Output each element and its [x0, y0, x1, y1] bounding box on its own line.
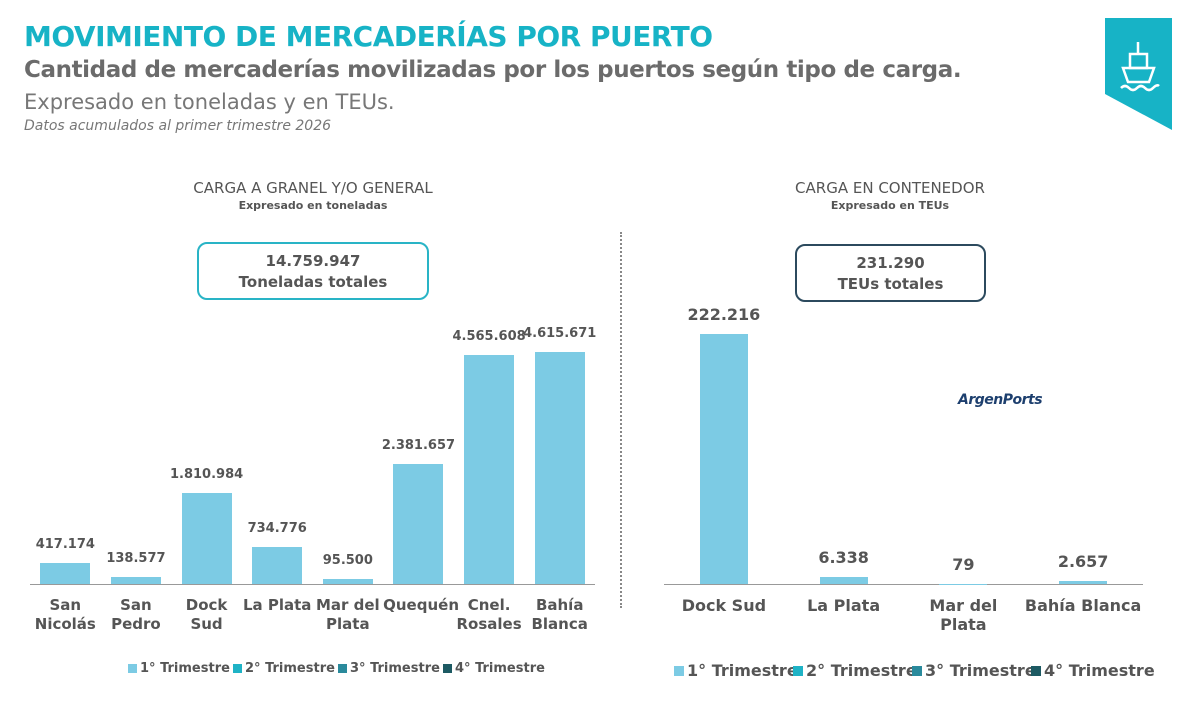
- value-label: 79: [952, 554, 975, 574]
- bar: [1059, 581, 1108, 584]
- value-label: 734.776: [247, 521, 307, 537]
- x-tick-label: Bahía Blanca: [531, 596, 588, 633]
- value-label: 222.216: [687, 305, 761, 324]
- description: Expresado en toneladas y en TEUs.: [24, 90, 395, 114]
- bar: [393, 464, 444, 584]
- bar: [322, 579, 373, 584]
- ship-icon: [1105, 18, 1172, 130]
- legend-item: 3° Trimestre: [912, 661, 1036, 680]
- legend-label: 4° Trimestre: [1044, 661, 1155, 680]
- x-axis: [664, 584, 1143, 585]
- x-tick-label: La Plata: [242, 596, 312, 614]
- bar: [464, 354, 515, 584]
- subtitle: Cantidad de mercaderías movilizadas por …: [24, 57, 962, 83]
- bar: [40, 563, 91, 584]
- value-label: 4.565.608: [452, 328, 526, 344]
- value-label: 138.577: [106, 551, 166, 567]
- chart-title: CARGA A GRANEL Y/O GENERAL: [193, 179, 433, 197]
- legend-label: 2° Trimestre: [806, 661, 917, 680]
- bar: [181, 492, 232, 584]
- x-tick-label: San Pedro: [111, 596, 161, 633]
- legend-label: 2° Trimestre: [245, 661, 335, 676]
- bar: [699, 334, 748, 584]
- x-tick-label: San Nicolás: [34, 596, 96, 633]
- legend-item: 4° Trimestre: [1031, 661, 1155, 680]
- title: MOVIMIENTO DE MERCADERÍAS POR PUERTO: [24, 20, 713, 53]
- x-tick-label: Dock Sud: [185, 596, 228, 633]
- bar: [110, 577, 161, 584]
- x-axis: [30, 584, 595, 585]
- legend-label: 3° Trimestre: [925, 661, 1036, 680]
- x-tick-label: Mar del Plata: [929, 596, 998, 634]
- x-tick-label: La Plata: [807, 596, 881, 615]
- watermark: ArgenPorts: [958, 392, 1043, 408]
- total-value: 14.759.947: [265, 252, 361, 270]
- legend-swatch: [128, 664, 137, 673]
- legend-item: 1° Trimestre: [674, 661, 798, 680]
- value-label: 6.338: [818, 547, 869, 567]
- bar: [252, 547, 303, 584]
- bar: [534, 352, 585, 584]
- x-tick-label: Cnel. Rosales: [456, 596, 522, 633]
- legend-item: 4° Trimestre: [443, 661, 545, 676]
- legend-item: 3° Trimestre: [338, 661, 440, 676]
- value-label: 2.381.657: [381, 438, 456, 454]
- legend-swatch: [912, 665, 922, 676]
- total-box: 231.290 TEUs totales: [795, 244, 986, 302]
- x-tick-label: Mar del Plata: [315, 596, 380, 633]
- total-caption: Toneladas totales: [238, 273, 388, 291]
- total-value: 231.290: [856, 254, 925, 272]
- value-label: 4.615.671: [523, 326, 597, 341]
- chart-subtitle: Expresado en toneladas: [238, 199, 388, 212]
- value-label: 1.810.984: [169, 466, 244, 482]
- legend-swatch: [338, 664, 347, 673]
- legend-label: 4° Trimestre: [455, 661, 545, 676]
- x-tick-label: Bahía Blanca: [1024, 596, 1142, 615]
- note: Datos acumulados al primer trimestre 202…: [24, 118, 332, 134]
- value-label: 417.174: [35, 537, 95, 553]
- legend-item: 1° Trimestre: [128, 661, 230, 676]
- legend-swatch: [233, 664, 242, 673]
- legend-item: 2° Trimestre: [233, 661, 335, 676]
- legend-swatch: [674, 665, 684, 676]
- legend-label: 1° Trimestre: [687, 661, 798, 680]
- legend-label: 3° Trimestre: [350, 661, 440, 676]
- legend-swatch: [793, 665, 803, 676]
- divider: [620, 232, 622, 608]
- legend-swatch: [1031, 665, 1041, 676]
- value-label: 2.657: [1057, 552, 1109, 571]
- legend-swatch: [443, 664, 452, 673]
- legend-item: 2° Trimestre: [793, 661, 917, 680]
- legend-label: 1° Trimestre: [140, 661, 230, 676]
- total-caption: TEUs totales: [837, 275, 944, 293]
- chart-subtitle: Expresado en TEUs: [830, 199, 950, 212]
- x-tick-label: Dock Sud: [681, 596, 767, 615]
- x-tick-label: Quequén: [383, 596, 459, 614]
- bar: [819, 576, 868, 584]
- value-label: 95.500: [322, 553, 373, 569]
- total-box: 14.759.947 Toneladas totales: [197, 242, 429, 300]
- chart-title: CARGA EN CONTENEDOR: [795, 179, 985, 197]
